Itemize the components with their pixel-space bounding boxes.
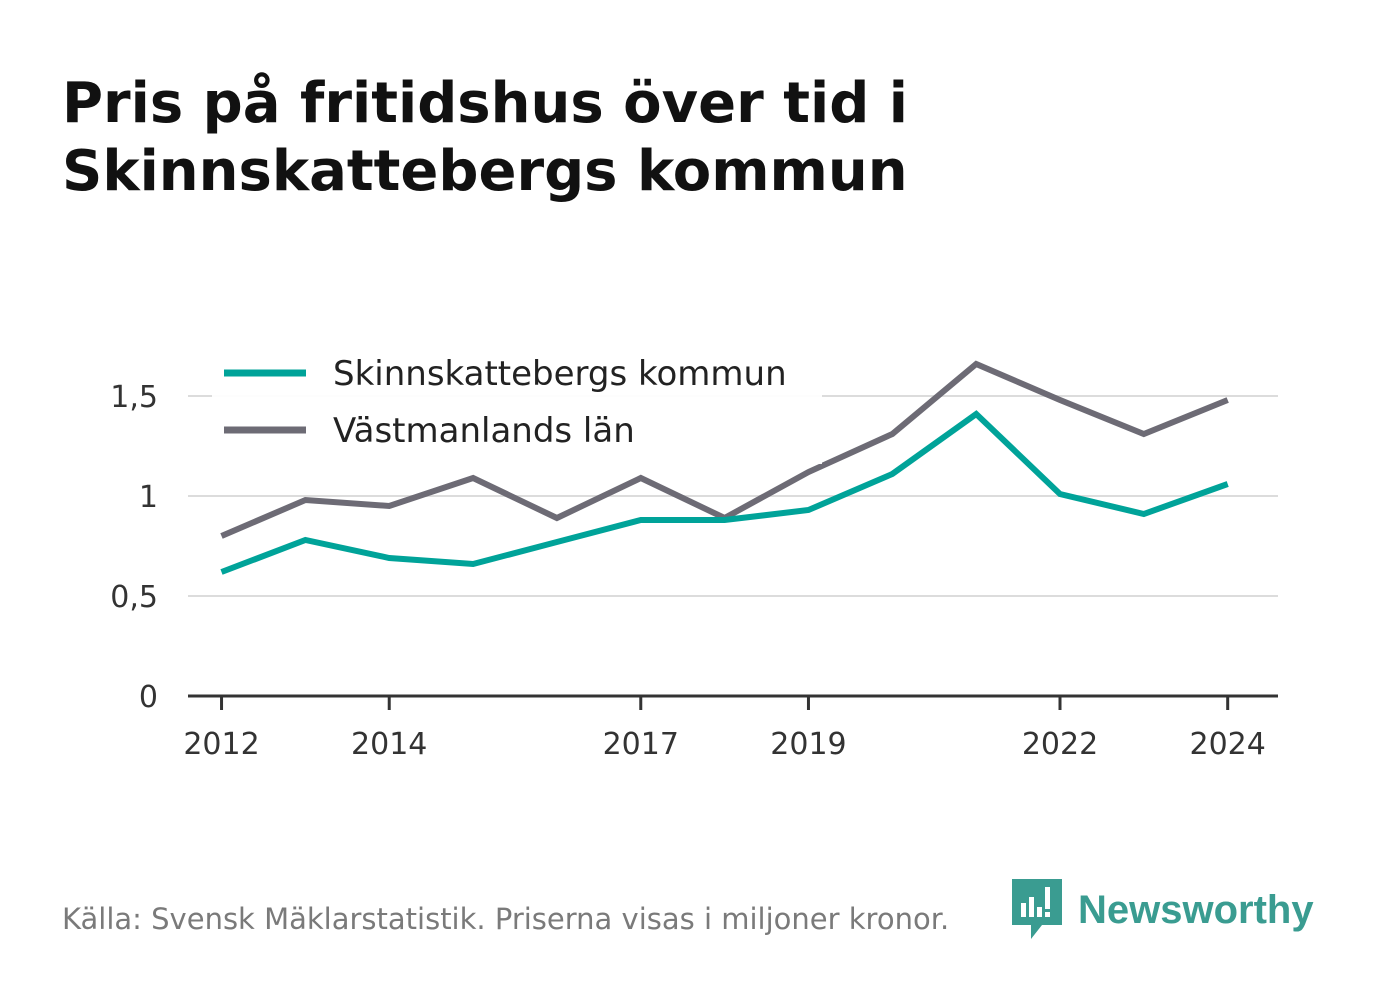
series-lines <box>220 360 1229 575</box>
brand-logo: Newsworthy <box>1012 879 1314 941</box>
legend-background <box>212 342 822 464</box>
x-tick-label: 2022 <box>1022 727 1098 762</box>
source-note: Källa: Svensk Mäklarstatistik. Priserna … <box>62 902 950 936</box>
title-line-1: Pris på fritidshus över tid i <box>62 71 908 136</box>
x-tick-label: 2012 <box>183 727 259 762</box>
brand-name: Newsworthy <box>1078 887 1314 932</box>
title-line-2: Skinnskattebergs kommun <box>62 139 908 204</box>
x-tick-label: 2014 <box>351 727 427 762</box>
x-tick-label: 2024 <box>1190 727 1266 762</box>
y-tick-label: 0,5 <box>110 580 158 615</box>
chart-title: Pris på fritidshus över tid i Skinnskatt… <box>62 70 1312 206</box>
x-tick-label: 2019 <box>770 727 846 762</box>
newsworthy-logo-icon <box>1012 879 1062 939</box>
y-tick-label: 1 <box>139 480 158 515</box>
x-axis: 2012 2014 2017 2019 2022 2024 <box>183 694 1278 762</box>
y-axis-tick-labels: 0 0,5 1 1,5 <box>110 380 158 715</box>
legend-label: Skinnskattebergs kommun <box>333 354 787 394</box>
y-tick-label: 0 <box>139 680 158 715</box>
series-line-0 <box>220 410 1229 575</box>
legend-label: Västmanlands län <box>333 411 635 451</box>
y-tick-label: 1,5 <box>110 380 158 415</box>
x-tick-label: 2017 <box>603 727 679 762</box>
legend: Skinnskattebergs kommun Västmanlands län <box>212 342 822 464</box>
